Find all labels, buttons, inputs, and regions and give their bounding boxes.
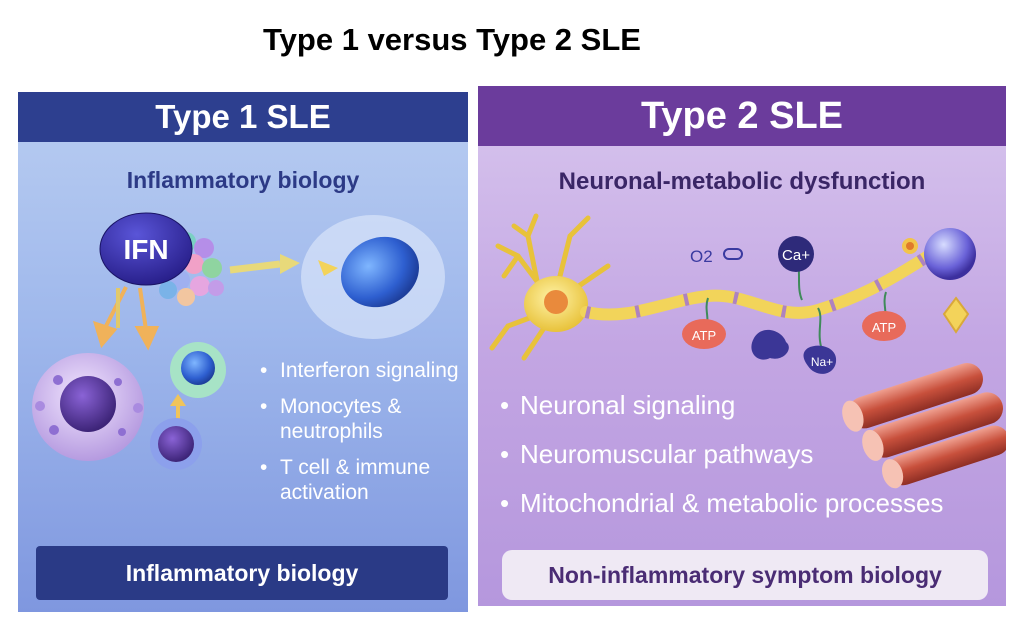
na-label: Na+ — [811, 355, 833, 369]
type2-bullet-3: Mitochondrial & metabolic processes — [500, 488, 1000, 518]
type1-header: Type 1 SLE — [18, 92, 468, 142]
atp-left-label: ATP — [692, 328, 716, 343]
type2-subtitle: Neuronal-metabolic dysfunction — [558, 168, 926, 195]
type2-panel: O2 Ca+ ATP ATP Na+ — [478, 86, 1006, 606]
atp-left: ATP — [682, 319, 726, 349]
ifn-to-cell-arrow — [229, 254, 300, 274]
type1-bullet-2: Monocytes & neutrophils — [260, 394, 468, 444]
type1-bullet-list: Interferon signaling Monocytes & neutrop… — [260, 358, 468, 516]
t-cell — [150, 418, 202, 470]
target-cell — [301, 215, 445, 339]
protein-blob — [751, 329, 789, 360]
type2-header: Type 2 SLE — [478, 86, 1006, 146]
monocyte-cell — [32, 353, 144, 461]
vesicle — [902, 238, 918, 254]
neuron — [489, 213, 611, 361]
ifn-molecule: IFN — [99, 212, 193, 286]
type2-bullet-2: Neuromuscular pathways — [500, 439, 1000, 469]
axon — [580, 250, 934, 321]
type1-bullet-3: T cell & immune activation — [260, 455, 468, 505]
atp-right-label: ATP — [872, 320, 896, 335]
type2-bullet-list: Neuronal signaling Neuromuscular pathway… — [500, 390, 1000, 537]
type1-footer: Inflammatory biology — [36, 546, 448, 600]
type1-subtitle: Inflammatory biology — [126, 167, 360, 193]
activation-arrow — [170, 394, 186, 420]
signal-arrows — [92, 286, 160, 351]
o2-label: O2 — [690, 247, 713, 266]
ifn-label: IFN — [123, 234, 168, 265]
fiber-node — [942, 296, 970, 334]
type1-bullet-1: Interferon signaling — [260, 358, 468, 383]
type2-footer: Non-inflammatory symptom biology — [502, 550, 988, 600]
neutrophil-cell — [170, 342, 226, 398]
ca-label: Ca+ — [782, 247, 810, 264]
page-title: Type 1 versus Type 2 SLE — [263, 22, 641, 57]
type2-bullet-1: Neuronal signaling — [500, 390, 1000, 420]
calcium-ion: Ca+ — [778, 236, 814, 272]
o2-molecule-icon — [723, 248, 743, 260]
atp-right: ATP — [862, 311, 906, 341]
sodium-ion: Na+ — [803, 345, 837, 374]
type1-panel: IFN — [18, 92, 468, 612]
synapse-sphere — [924, 228, 976, 280]
type1-illustration: IFN — [32, 212, 445, 470]
